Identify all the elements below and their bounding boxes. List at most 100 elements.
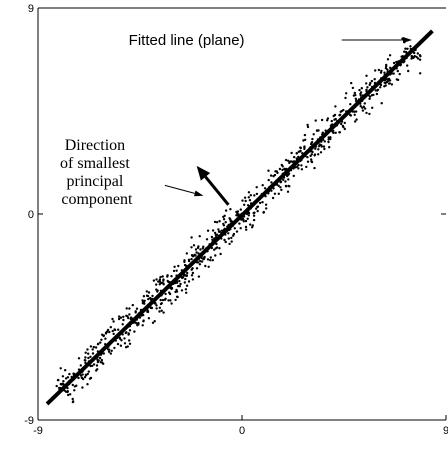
data-point xyxy=(215,233,219,236)
data-point xyxy=(261,184,264,187)
data-point xyxy=(338,131,341,134)
data-point xyxy=(92,345,96,349)
data-point xyxy=(142,295,146,298)
data-point xyxy=(89,376,93,380)
data-point xyxy=(368,112,371,116)
data-point xyxy=(304,138,307,141)
data-point xyxy=(334,131,337,134)
data-point xyxy=(303,133,307,137)
data-point xyxy=(198,235,201,238)
data-point xyxy=(89,355,92,358)
data-point xyxy=(222,224,226,227)
principal-component-arrow xyxy=(196,165,230,206)
data-point xyxy=(315,129,319,132)
data-point xyxy=(183,259,186,262)
direction-label-line-2: of smallest xyxy=(60,155,130,172)
data-point xyxy=(409,45,412,48)
data-point xyxy=(83,376,87,379)
data-point xyxy=(365,82,368,85)
data-point xyxy=(256,209,259,213)
data-point xyxy=(203,255,206,259)
data-point xyxy=(384,67,388,70)
data-point xyxy=(81,386,84,389)
data-point xyxy=(68,372,71,376)
data-point xyxy=(386,58,390,61)
data-point xyxy=(217,230,221,233)
data-point xyxy=(164,297,167,300)
data-point xyxy=(419,72,422,75)
data-point xyxy=(137,321,140,325)
data-point xyxy=(71,383,75,387)
data-point xyxy=(331,130,334,133)
data-point xyxy=(385,65,388,68)
data-point xyxy=(320,144,323,147)
data-point xyxy=(344,96,347,100)
data-point xyxy=(173,265,176,268)
data-point xyxy=(170,275,173,278)
data-point xyxy=(55,384,58,388)
data-point xyxy=(213,220,217,224)
data-point xyxy=(380,102,383,105)
data-point xyxy=(145,294,149,297)
data-point xyxy=(365,74,368,78)
data-point xyxy=(143,299,146,302)
data-point xyxy=(210,235,214,239)
data-point xyxy=(319,151,323,154)
data-point xyxy=(263,187,267,190)
data-point xyxy=(110,349,113,352)
direction-label-line-4: component xyxy=(61,191,133,208)
data-point xyxy=(100,338,103,341)
data-point xyxy=(255,207,258,210)
data-point xyxy=(86,383,89,386)
data-point xyxy=(155,278,158,281)
data-point xyxy=(123,342,127,345)
data-point xyxy=(97,342,100,345)
data-point xyxy=(141,299,144,302)
data-point xyxy=(160,302,163,305)
data-point xyxy=(105,330,109,333)
data-point xyxy=(264,203,268,206)
data-point xyxy=(194,248,198,251)
data-point xyxy=(238,222,241,225)
data-point xyxy=(354,93,357,97)
data-point xyxy=(77,357,81,360)
data-point xyxy=(184,274,187,277)
data-point xyxy=(267,169,270,172)
data-point xyxy=(230,236,233,240)
data-point xyxy=(190,254,194,257)
data-point xyxy=(150,306,154,310)
data-point xyxy=(413,51,416,55)
data-point xyxy=(186,271,189,275)
data-point xyxy=(89,364,92,368)
data-point xyxy=(320,118,324,122)
data-point xyxy=(145,290,148,293)
data-point xyxy=(278,167,282,171)
data-point xyxy=(387,82,391,85)
data-point xyxy=(91,352,95,355)
data-point xyxy=(197,245,200,248)
data-point xyxy=(248,199,252,202)
data-point xyxy=(172,269,176,273)
data-point xyxy=(108,330,111,334)
data-point xyxy=(340,109,343,113)
data-point xyxy=(370,79,374,83)
data-point xyxy=(379,86,382,89)
data-point xyxy=(215,221,219,224)
data-point xyxy=(390,83,394,86)
data-point xyxy=(415,55,418,59)
data-point xyxy=(122,315,125,318)
data-point xyxy=(62,380,65,383)
data-point xyxy=(131,303,134,307)
data-point xyxy=(340,122,343,126)
x-tick-label: 0 xyxy=(239,425,245,437)
data-point xyxy=(251,226,254,229)
data-point xyxy=(135,322,138,325)
data-point xyxy=(239,227,242,230)
data-point xyxy=(326,119,329,122)
data-point xyxy=(328,146,331,149)
data-point xyxy=(195,251,198,254)
data-point xyxy=(330,119,333,123)
data-point xyxy=(361,109,365,112)
data-point xyxy=(353,91,356,95)
data-point xyxy=(123,337,126,340)
